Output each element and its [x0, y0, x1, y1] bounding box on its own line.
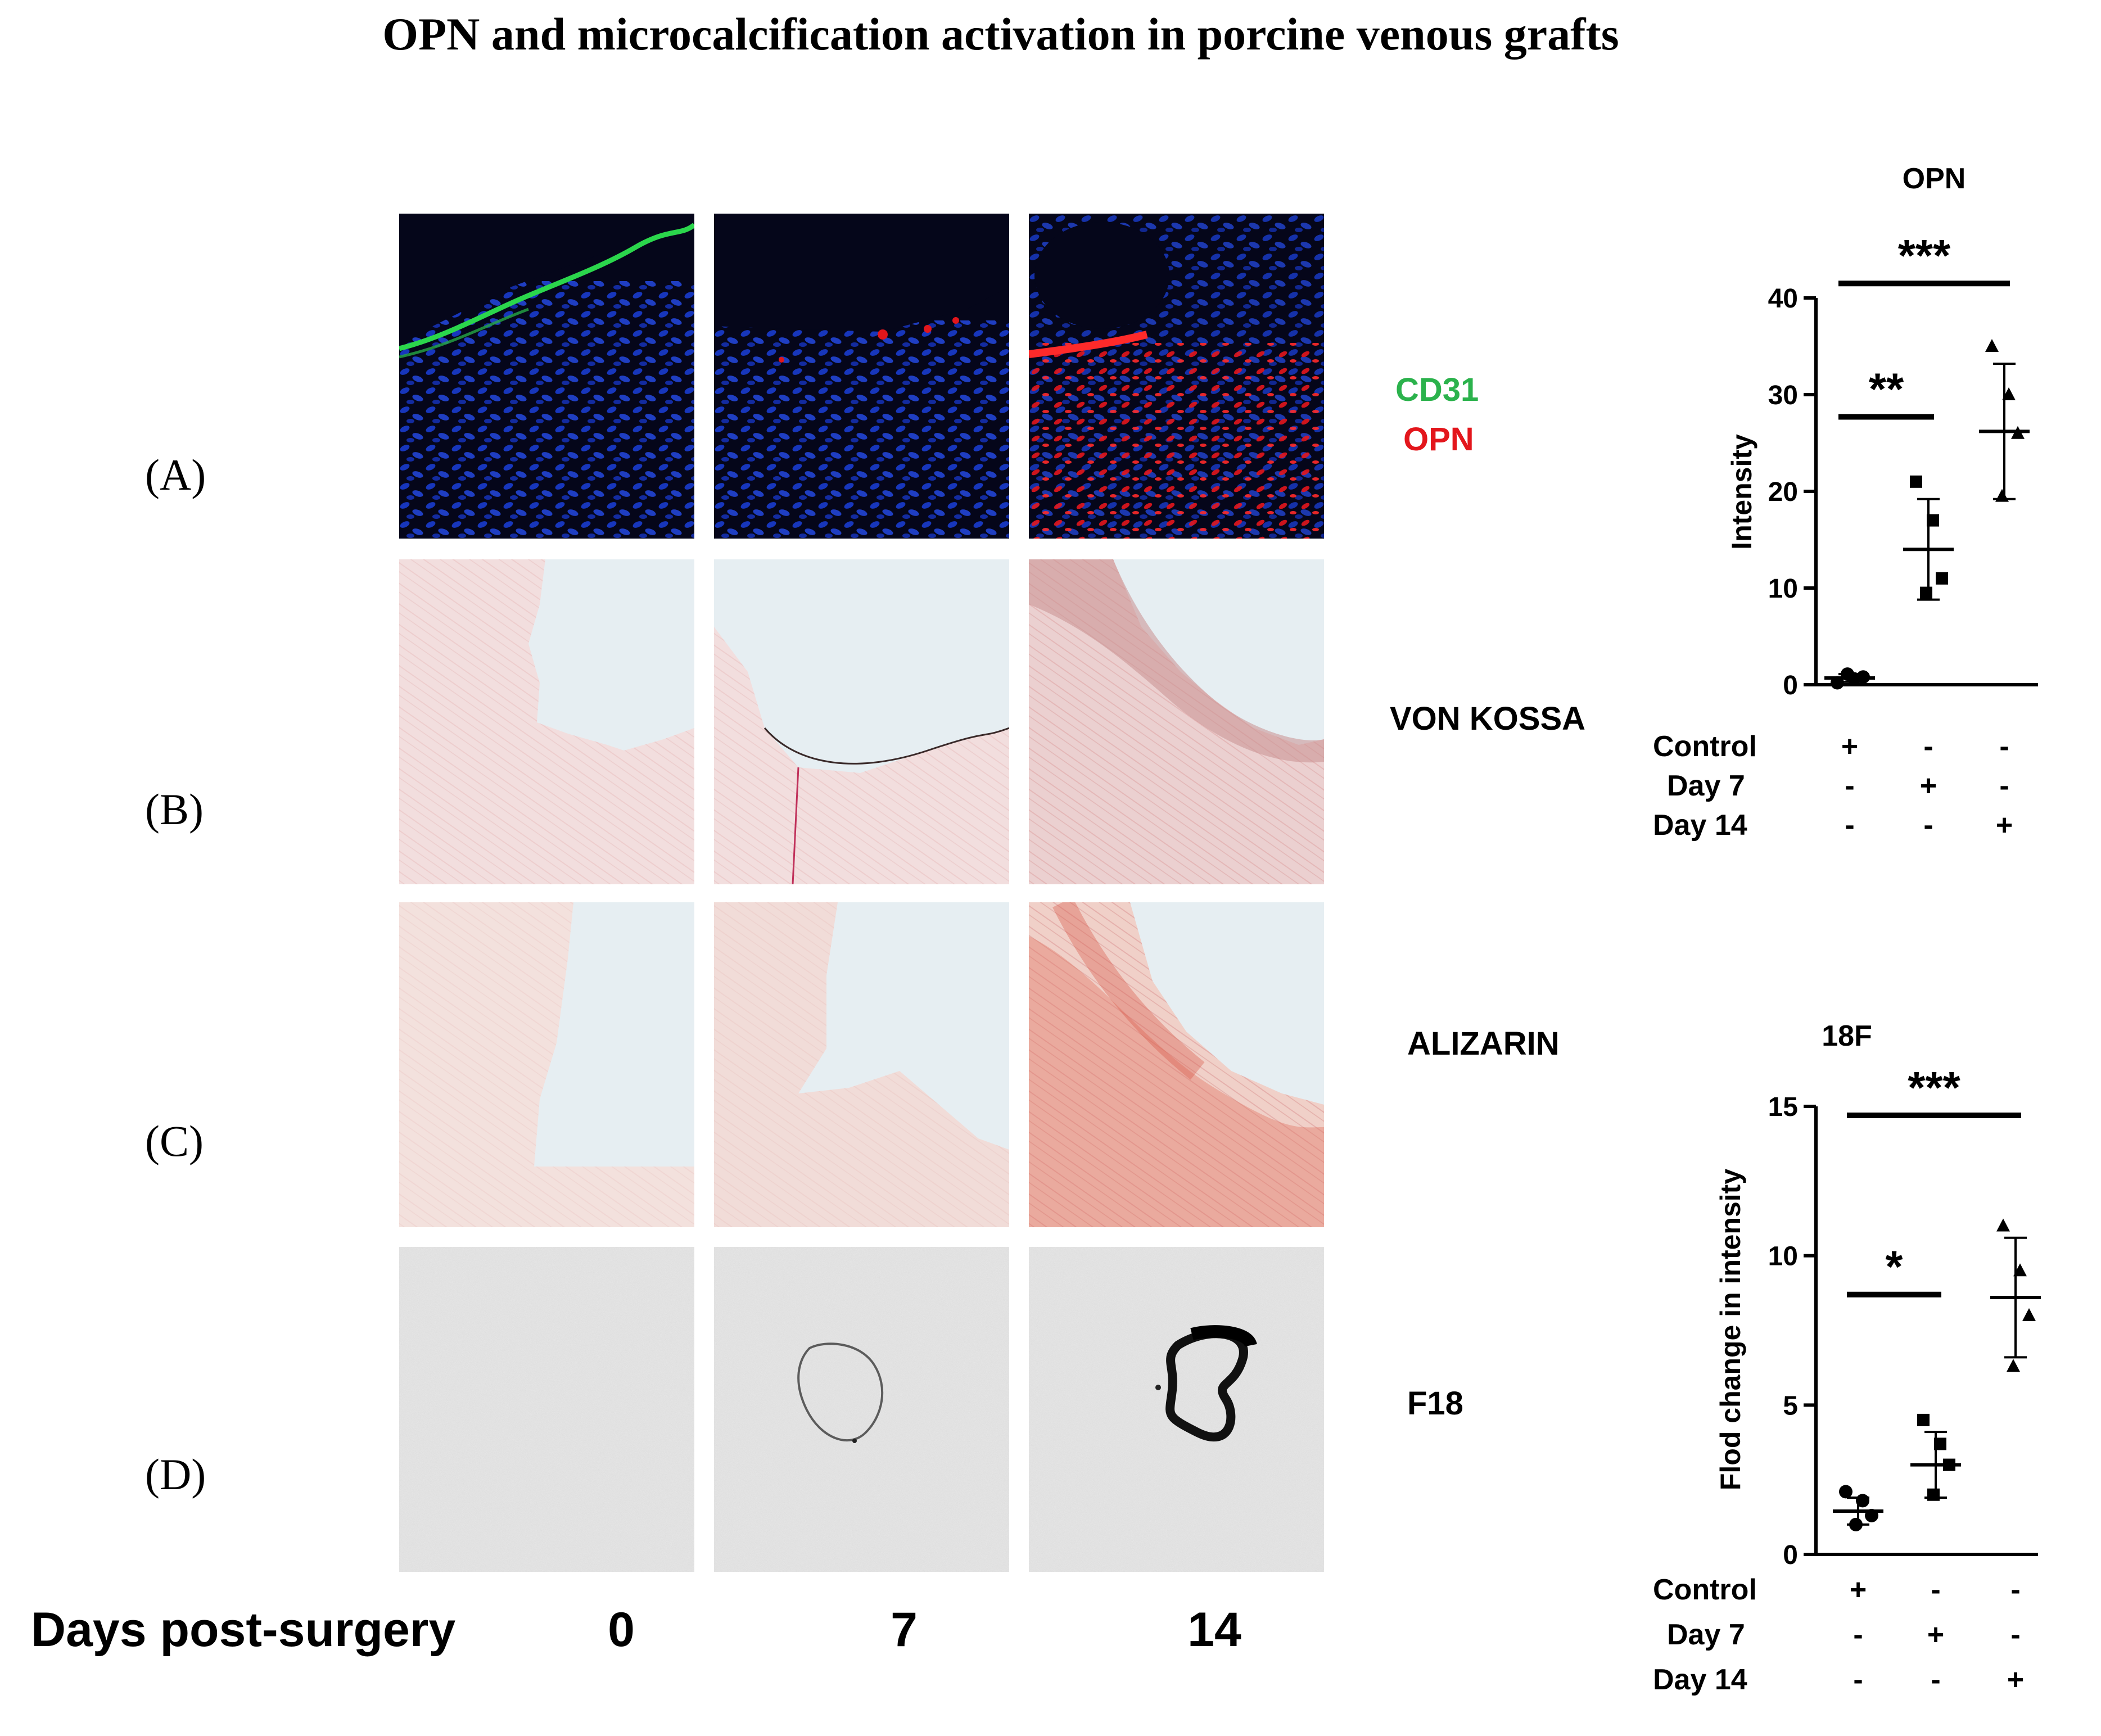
f18-y-tick-label: 0: [1783, 1540, 1798, 1570]
micrograph-b-day0: [399, 559, 694, 884]
f18-table-sign: +: [1927, 1619, 1944, 1651]
opn-significance-label: **: [1869, 364, 1904, 414]
opn-table-sign: -: [1845, 770, 1854, 802]
f18-table-sign: +: [1850, 1574, 1867, 1606]
opn-y-axis-label: Intensity: [1726, 434, 1757, 550]
micrograph-a-day7: [714, 214, 1009, 539]
f18-significance-label: *: [1885, 1242, 1903, 1292]
opn-table-row-label: Day 14: [1653, 809, 1747, 842]
micrograph-b-day7: [714, 559, 1009, 884]
opn-point-day-7: [1927, 514, 1939, 527]
opn-table-sign: -: [1845, 809, 1854, 842]
opn-y-tick-label: 30: [1768, 381, 1798, 410]
f18-significance-label: ***: [1908, 1063, 1960, 1113]
f18-point-day-14: [2022, 1308, 2036, 1321]
opn-chart-title: OPN: [1903, 162, 1966, 195]
f18-table-sign: -: [1931, 1663, 1940, 1696]
stain-label-alizarin: ALIZARIN: [1407, 1025, 1560, 1062]
micrograph-c-day0: [399, 902, 694, 1227]
f18-y-tick-label: 5: [1783, 1391, 1798, 1421]
f18-y-tick-label: 15: [1768, 1092, 1798, 1122]
figure-title: OPN and microcalcification activation in…: [382, 8, 1619, 60]
opn-table-sign: -: [1999, 770, 2009, 802]
row-label-b: (B): [145, 785, 204, 834]
opn-y-tick-label: 40: [1768, 284, 1798, 314]
opn-table-sign: +: [1920, 770, 1937, 802]
stain-label-von-kossa: VON KOSSA: [1390, 700, 1586, 737]
stain-label-opn: OPN: [1403, 421, 1474, 458]
micrograph-c-day14: [1029, 902, 1324, 1227]
f18-table-sign: -: [2010, 1574, 2020, 1606]
f18-y-axis-label: Flod change in intensity: [1715, 1169, 1746, 1490]
f18-point-day-14: [1996, 1218, 2010, 1232]
row-label-d: (D): [145, 1450, 206, 1499]
day-label-14: 14: [1187, 1603, 1241, 1657]
f18-point-day-7: [1917, 1413, 1930, 1426]
opn-point-day-14: [1985, 339, 1999, 352]
micrograph-a-day14: [1029, 214, 1324, 539]
opn-y-tick-label: 10: [1768, 574, 1798, 604]
opn-table-sign: +: [1841, 730, 1858, 763]
f18-table-row-label: Control: [1653, 1574, 1757, 1606]
f18-chart-title: 18F: [1822, 1020, 1872, 1052]
opn-point-day-7: [1910, 475, 1922, 488]
f18-table-sign: -: [1853, 1619, 1863, 1651]
f18-table-sign: -: [1853, 1663, 1863, 1696]
stain-label-cd31: CD31: [1395, 372, 1479, 408]
opn-y-tick-label: 20: [1768, 477, 1798, 507]
autoradiograph-d-day7: [714, 1247, 1009, 1572]
day-label-0: 0: [608, 1603, 635, 1657]
f18-table-row-label: Day 7: [1667, 1619, 1745, 1651]
opn-point-day-7: [1920, 586, 1932, 599]
f18-point-day-14: [2007, 1359, 2020, 1372]
opn-table-sign: -: [1923, 730, 1933, 763]
f18-y-tick-label: 10: [1768, 1242, 1798, 1272]
row-label-c: (C): [145, 1116, 204, 1165]
autoradiograph-d-day14: [1029, 1247, 1324, 1572]
opn-significance-label: ***: [1898, 230, 1951, 281]
f18-point-control: [1839, 1485, 1853, 1499]
opn-y-tick-label: 0: [1783, 671, 1798, 700]
f18-table-sign: +: [2007, 1663, 2024, 1696]
opn-table-row-label: Control: [1653, 730, 1757, 763]
f18-point-day-7: [1927, 1488, 1940, 1501]
stain-label-f18: F18: [1407, 1385, 1463, 1422]
f18-table-row-label: Day 14: [1653, 1663, 1747, 1696]
opn-table-sign: +: [1996, 809, 2013, 842]
autoradiograph-d-day0: [399, 1247, 694, 1572]
opn-point-day-7: [1936, 572, 1948, 585]
micrograph-b-day14: [1029, 559, 1324, 884]
days-axis-label: Days post-surgery: [31, 1603, 456, 1657]
opn-table-sign: -: [1999, 730, 2009, 763]
f18-table-sign: -: [2010, 1619, 2020, 1651]
opn-table-sign: -: [1923, 809, 1933, 842]
micrograph-a-day0: [399, 214, 694, 539]
f18-table-sign: -: [1931, 1574, 1940, 1606]
f18-point-day-7: [1934, 1437, 1946, 1450]
micrograph-c-day7: [714, 902, 1009, 1227]
day-label-7: 7: [891, 1603, 918, 1657]
opn-table-row-label: Day 7: [1667, 770, 1745, 802]
row-label-a: (A): [145, 450, 206, 499]
